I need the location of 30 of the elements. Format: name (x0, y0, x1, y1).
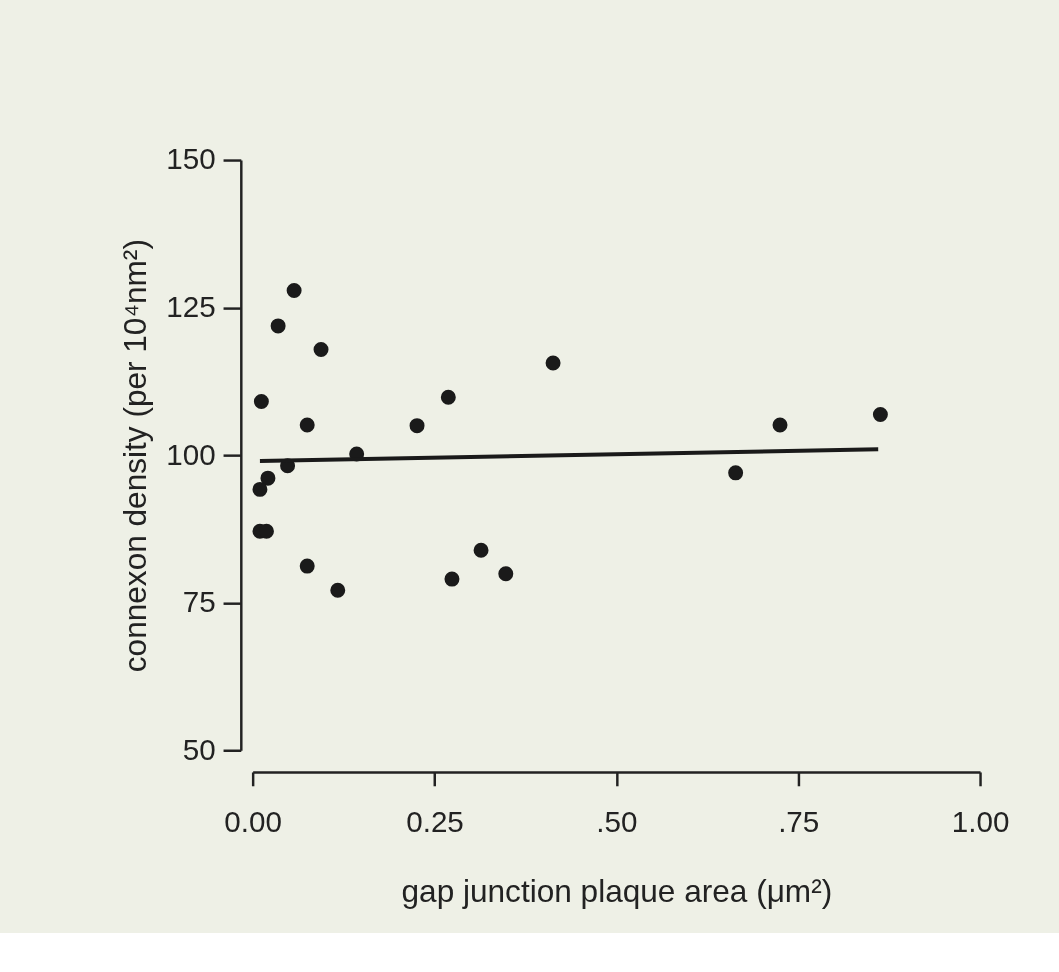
point (498, 566, 514, 582)
x-tick-label: 0.00 (224, 804, 282, 838)
y-tick-label: 75 (182, 585, 216, 619)
point (286, 283, 302, 298)
point (545, 355, 561, 371)
point (440, 389, 456, 405)
x-tick-label: .75 (778, 804, 820, 838)
point (253, 393, 269, 409)
point (299, 417, 315, 433)
point (872, 406, 888, 422)
point (728, 465, 744, 481)
y-tick-label: 125 (166, 289, 216, 323)
y-tick-label: 150 (166, 142, 216, 176)
x-axis-title: gap junction plaque area (μm²) (401, 872, 833, 909)
point (444, 571, 460, 587)
y-axis-title: connexon density (per 10⁴nm²) (116, 239, 153, 673)
point (409, 418, 425, 434)
point (299, 558, 315, 574)
x-tick-label: 0.25 (406, 804, 464, 838)
point (313, 342, 329, 357)
point (772, 417, 788, 433)
point (270, 318, 286, 334)
point (330, 582, 346, 598)
x-tick-label: 1.00 (951, 804, 1010, 838)
point (473, 542, 489, 558)
y-tick-label: 50 (182, 732, 216, 766)
point (260, 470, 276, 486)
x-tick-label: .50 (596, 804, 638, 838)
y-tick-label: 100 (166, 437, 216, 471)
point (252, 481, 268, 497)
